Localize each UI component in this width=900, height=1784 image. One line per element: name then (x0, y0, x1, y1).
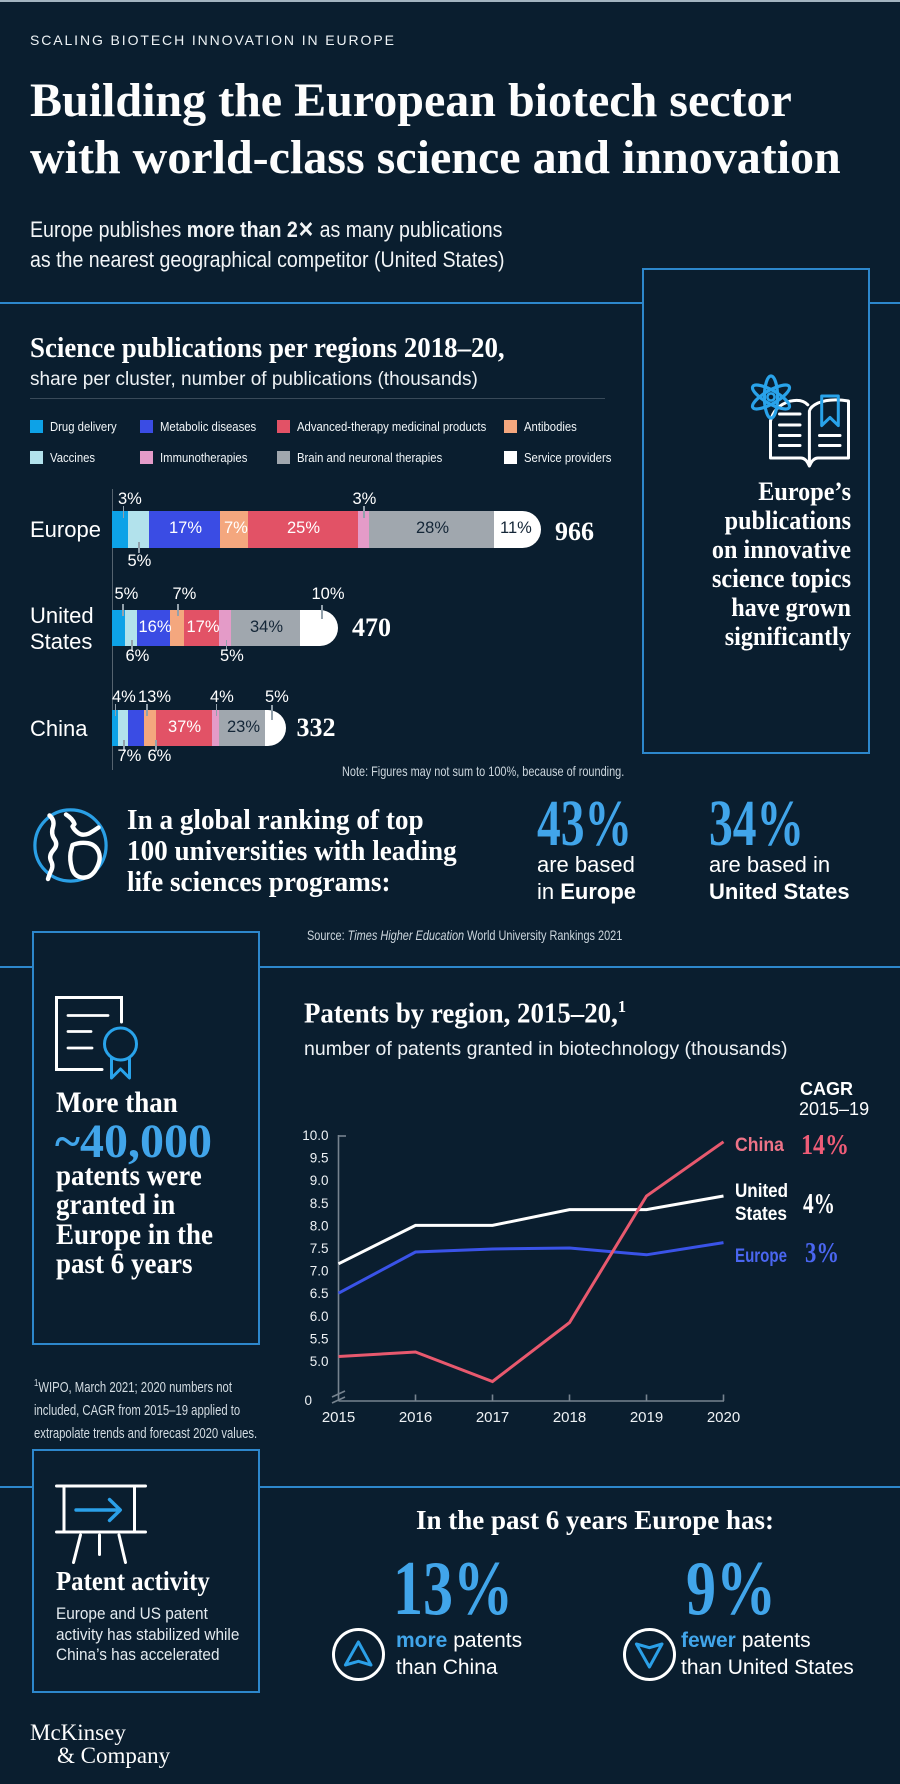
svg-text:5.5: 5.5 (310, 1331, 329, 1346)
svg-text:14%: 14% (801, 1129, 849, 1161)
svg-text:6.0: 6.0 (310, 1309, 329, 1324)
svg-text:States: States (735, 1203, 787, 1225)
svg-text:2019: 2019 (630, 1409, 663, 1426)
svg-text:9.0: 9.0 (310, 1173, 329, 1188)
svg-text:9.5: 9.5 (310, 1151, 329, 1166)
svg-text:8.0: 8.0 (310, 1218, 329, 1233)
svg-text:10.0: 10.0 (302, 1128, 328, 1143)
svg-text:2016: 2016 (399, 1409, 432, 1426)
svg-text:0: 0 (305, 1393, 313, 1408)
svg-text:2015: 2015 (322, 1409, 355, 1426)
svg-text:2018: 2018 (553, 1409, 586, 1426)
svg-text:2020: 2020 (707, 1409, 740, 1426)
svg-text:7.0: 7.0 (310, 1264, 329, 1279)
svg-text:China: China (735, 1134, 784, 1156)
svg-text:3%: 3% (805, 1237, 839, 1269)
svg-text:2017: 2017 (476, 1409, 509, 1426)
svg-text:8.5: 8.5 (310, 1196, 329, 1211)
svg-text:4%: 4% (803, 1188, 835, 1220)
svg-text:5.0: 5.0 (310, 1354, 329, 1369)
svg-text:7.5: 7.5 (310, 1241, 329, 1256)
svg-text:6.5: 6.5 (310, 1286, 329, 1301)
svg-text:Europe: Europe (735, 1245, 787, 1267)
svg-text:United: United (735, 1180, 788, 1202)
